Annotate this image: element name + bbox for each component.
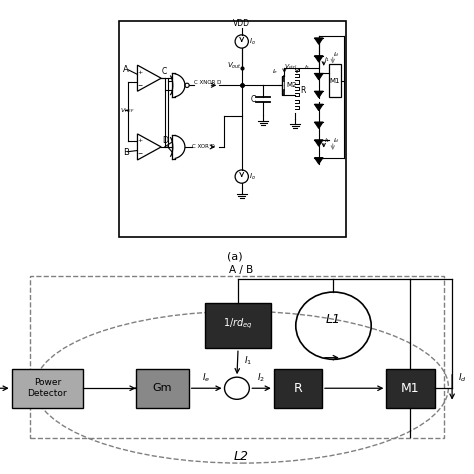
Text: −: − [137, 151, 143, 155]
Text: VDD: VDD [233, 19, 250, 28]
Text: Gm: Gm [153, 383, 172, 393]
Text: +: + [137, 70, 143, 74]
Bar [273, 369, 322, 408]
Text: R: R [300, 86, 305, 94]
Text: $V_{REF}$: $V_{REF}$ [119, 106, 134, 115]
Bar [136, 369, 189, 408]
Text: L1: L1 [326, 313, 341, 326]
Text: $I_1$: $I_1$ [324, 137, 330, 146]
Text: L2: L2 [234, 450, 249, 464]
Text: $V_{ctrl}$: $V_{ctrl}$ [283, 62, 297, 71]
Text: B: B [123, 148, 128, 157]
Text: A / B: A / B [229, 265, 254, 275]
Polygon shape [315, 73, 323, 80]
Polygon shape [315, 56, 323, 62]
Text: (a): (a) [227, 251, 242, 261]
Text: Power
Detector: Power Detector [27, 378, 67, 398]
Polygon shape [315, 158, 323, 164]
Text: $V_{out}$: $V_{out}$ [227, 61, 242, 71]
Text: C: C [250, 95, 255, 104]
Text: R: R [293, 382, 302, 395]
Bar [329, 64, 341, 97]
Bar [386, 369, 435, 408]
Text: D: D [162, 136, 168, 145]
Text: M2: M2 [287, 82, 297, 88]
Text: $I_o$: $I_o$ [249, 172, 256, 182]
Text: C XOR D: C XOR D [192, 145, 215, 149]
Bar [12, 369, 83, 408]
Text: M1: M1 [401, 382, 420, 395]
Circle shape [225, 377, 249, 399]
Text: C: C [162, 67, 167, 76]
Text: $I_d$: $I_d$ [333, 50, 340, 59]
Polygon shape [315, 38, 323, 45]
Text: $I_e$: $I_e$ [272, 67, 279, 75]
Polygon shape [315, 104, 323, 111]
Bar [30, 276, 444, 438]
Text: $I_e$: $I_e$ [202, 372, 211, 384]
Text: $I_o$: $I_o$ [249, 36, 256, 46]
Text: M1: M1 [330, 78, 340, 83]
Text: $I_1$: $I_1$ [244, 355, 252, 367]
Text: C XNOR D: C XNOR D [194, 80, 222, 85]
Bar [205, 303, 272, 348]
Text: $I_d$: $I_d$ [457, 372, 466, 384]
Text: $I_2$: $I_2$ [257, 372, 265, 384]
Polygon shape [315, 122, 323, 128]
Text: $1 / rd_{eq}$: $1 / rd_{eq}$ [223, 317, 253, 331]
Polygon shape [315, 91, 323, 98]
Text: A: A [123, 65, 128, 74]
Text: $I_1$: $I_1$ [324, 55, 330, 64]
Text: −: − [137, 82, 143, 87]
Text: $I_d$: $I_d$ [333, 137, 340, 146]
Text: +: + [137, 138, 143, 143]
Polygon shape [315, 140, 323, 146]
Text: $I_2$: $I_2$ [304, 63, 310, 72]
